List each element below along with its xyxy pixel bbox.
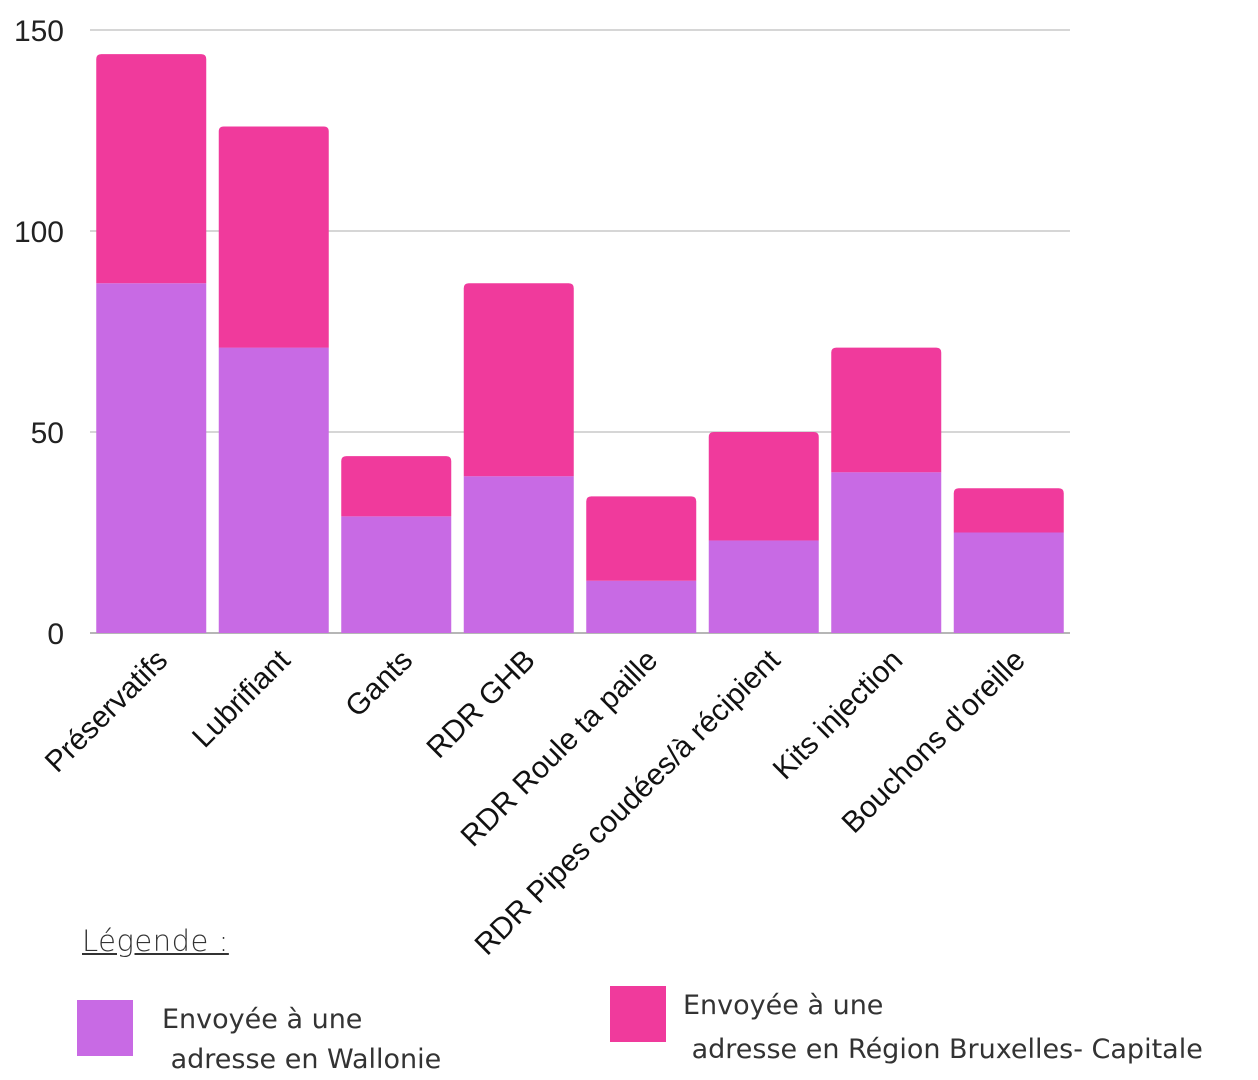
bar-segment-bruxelles (708, 432, 819, 541)
legend-label-bruxelles-line1: Envoyée à une (683, 990, 884, 1021)
y-tick-label: 150 (14, 15, 64, 48)
legend-title: Légende : (82, 924, 229, 958)
bar-segment-bruxelles (341, 456, 452, 517)
bar-segment-bruxelles (586, 496, 697, 581)
bar-segment-wallonie (708, 540, 819, 633)
bar-segment-wallonie (953, 532, 1064, 633)
x-tick-label: Préservatifs (39, 644, 174, 779)
y-tick-label: 50 (31, 417, 64, 450)
legend-label-wallonie-line1: Envoyée à une (162, 1004, 363, 1035)
bar-segment-wallonie (831, 472, 942, 633)
bar-segment-wallonie (341, 516, 452, 633)
x-tick-label: Lubrifiant (186, 643, 297, 754)
legend-label-wallonie-line2: adresse en Wallonie (162, 1044, 442, 1075)
legend-label-bruxelles-line2: adresse en Région Bruxelles- Capitale (683, 1034, 1203, 1065)
bar-segment-bruxelles (218, 126, 329, 348)
bar-segment-bruxelles (831, 347, 942, 473)
bar-segment-bruxelles (463, 283, 574, 477)
x-tick-label: RDR GHB (421, 644, 542, 765)
y-axis-ticks: 0 50 100 150 (14, 15, 64, 651)
bars (96, 54, 1064, 633)
y-tick-label: 100 (14, 216, 64, 249)
bar-segment-wallonie (218, 347, 329, 633)
bar-segment-wallonie (96, 283, 207, 633)
bar-segment-wallonie (586, 580, 697, 633)
legend-swatch-bruxelles (610, 986, 666, 1042)
bar-segment-bruxelles (96, 54, 207, 284)
y-tick-label: 0 (47, 618, 64, 651)
bar-segment-wallonie (463, 476, 574, 633)
x-tick-label: Gants (339, 644, 419, 724)
bar-segment-bruxelles (953, 488, 1064, 533)
legend-swatch-wallonie (77, 1000, 133, 1056)
